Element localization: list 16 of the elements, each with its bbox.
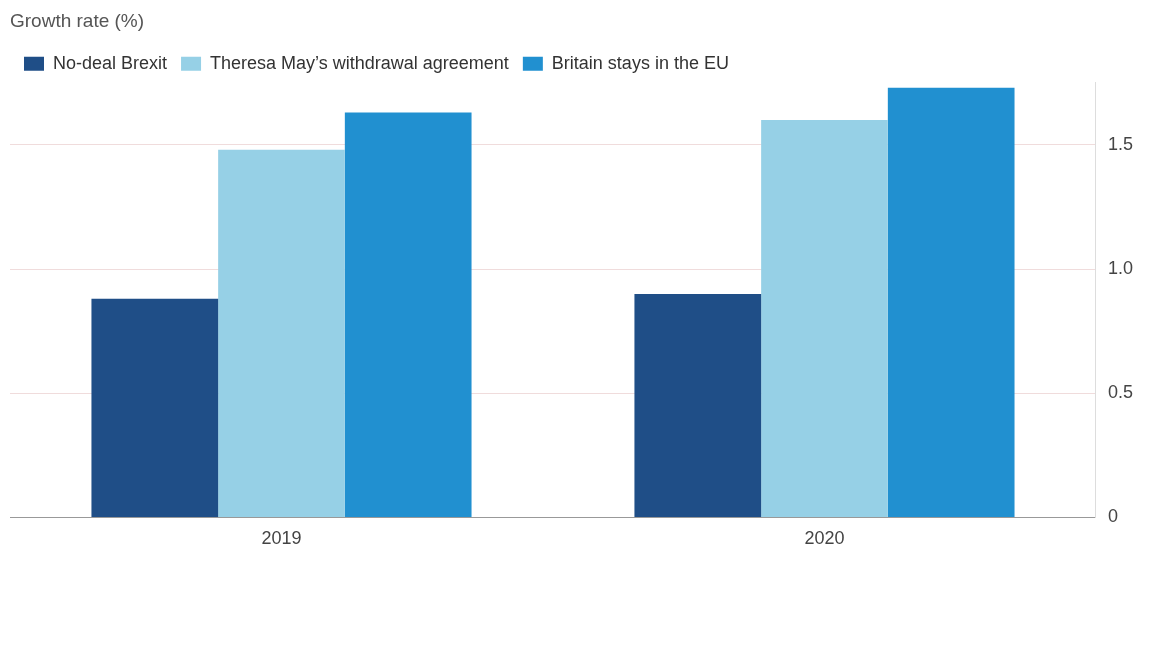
chart-title: Growth rate (%) bbox=[10, 9, 145, 31]
bar bbox=[344, 112, 472, 517]
y-tick-label: 1.0 bbox=[1107, 258, 1134, 279]
y-tick-label: 0.5 bbox=[1107, 382, 1134, 403]
bar bbox=[761, 120, 888, 517]
legend-label: No-deal Brexit bbox=[53, 52, 168, 73]
legend-label: Britain stays in the EU bbox=[551, 52, 729, 73]
bar bbox=[634, 293, 762, 517]
bar bbox=[218, 149, 345, 517]
y-tick-label: 1.5 bbox=[1107, 133, 1134, 154]
legend-label: Theresa May’s withdrawal agreement bbox=[210, 52, 509, 73]
x-tick-label: 2019 bbox=[261, 528, 302, 549]
bar bbox=[91, 298, 219, 517]
bar bbox=[887, 87, 1015, 517]
y-tick-label: 0 bbox=[1107, 506, 1118, 527]
x-tick-label: 2020 bbox=[804, 528, 845, 549]
